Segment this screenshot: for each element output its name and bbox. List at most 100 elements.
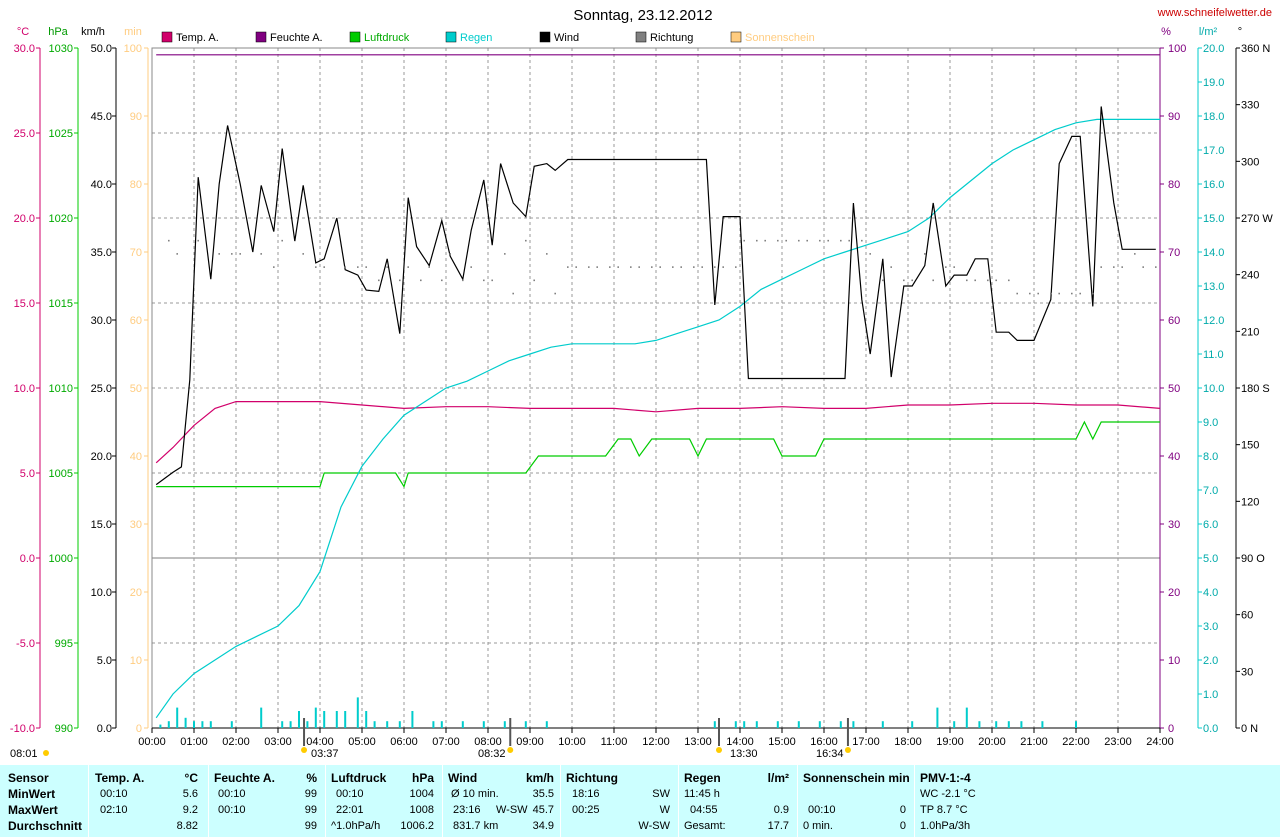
footer-rain-total: 17.7 [767, 820, 789, 832]
x-axis-tick-label: 16:00 [810, 736, 838, 748]
footer-sun-max-time: 00:10 [808, 804, 836, 816]
direction-point [1008, 279, 1010, 282]
direction-point [848, 239, 850, 242]
rain-bar [776, 721, 779, 728]
direction-point [953, 266, 955, 268]
legend-label: Regen [460, 32, 492, 44]
direction-axis-tick-label: 150 [1241, 440, 1259, 452]
direction-point [546, 253, 548, 255]
direction-point [903, 279, 905, 282]
direction-point [840, 239, 842, 242]
direction-point [176, 253, 178, 255]
rain-axis-tick-label: 2.0 [1203, 655, 1218, 667]
direction-point [827, 239, 829, 242]
footer-temp-unit: °C [184, 771, 198, 785]
rain-bar [314, 707, 317, 728]
direction-point [525, 239, 527, 242]
rain-bar [323, 711, 326, 728]
sun-icon [43, 750, 49, 756]
direction-point [407, 266, 409, 268]
rain-axis-tick-label: 18.0 [1203, 111, 1224, 123]
rain-axis-tick-label: 11.0 [1203, 349, 1224, 361]
direction-point [344, 266, 346, 268]
chart-axes: -10.0 -5.0 0.0 5.0 10.0 15.0 20.0 25.0 30.0 990 99… [10, 43, 1273, 748]
temp-line [155, 401, 1161, 464]
x-axis-tick-label: 24:00 [1146, 736, 1174, 748]
temp-axis-tick-label: -5.0 [16, 638, 35, 650]
direction-point [302, 253, 304, 255]
x-axis-tick-label: 01:00 [180, 736, 208, 748]
sun-axis-tick-label: 90 [130, 111, 142, 123]
humidity-axis-tick-label: 50 [1168, 383, 1180, 395]
footer-rain-header: Regen [684, 771, 721, 785]
x-axis-tick-label: 06:00 [390, 736, 418, 748]
direction-axis-tick-label: 210 [1241, 326, 1259, 338]
wind-axis-tick-label: 25.0 [91, 383, 112, 395]
footer-pmv-dewpoint: TP 8.7 °C [920, 804, 968, 816]
x-axis-tick-label: 20:00 [978, 736, 1006, 748]
direction-point [987, 279, 989, 282]
pressure-axis-tick-label: 1025 [49, 128, 73, 140]
direction-point [449, 253, 451, 255]
footer-humidity-header: Feuchte A. [214, 771, 275, 785]
direction-point [483, 279, 485, 282]
legend-label: Sonnenschein [745, 32, 815, 44]
direction-point [924, 253, 926, 255]
footer-wind-unit: km/h [525, 771, 554, 785]
direction-point [596, 266, 598, 268]
direction-point [588, 266, 590, 268]
humidity-axis-tick-label: 100 [1168, 43, 1186, 55]
direction-axis-tick-label: 120 [1241, 496, 1259, 508]
rain-bar [734, 721, 737, 728]
direction-point [764, 239, 766, 242]
rain-axis-tick-label: 12.0 [1203, 315, 1224, 327]
x-axis-tick-label: 15:00 [768, 736, 796, 748]
rain-bar [306, 721, 309, 728]
rain-bar [201, 721, 204, 728]
direction-point [806, 239, 808, 242]
website-link[interactable]: www.schneifelwetter.de [1157, 7, 1272, 19]
direction-point [428, 266, 430, 268]
direction-point [1071, 292, 1073, 295]
direction-axis-tick-label: 270 W [1241, 213, 1273, 225]
direction-point [680, 266, 682, 268]
temp-axis-tick-label: 20.0 [14, 213, 35, 225]
wind-axis-tick-label: 10.0 [91, 587, 112, 599]
rain-axis-tick-label: 15.0 [1203, 213, 1224, 225]
direction-point [882, 279, 884, 282]
x-axis-tick-label: 05:00 [348, 736, 376, 748]
footer-rain-unit: l/m² [767, 771, 789, 785]
rain-axis-tick-label: 16.0 [1203, 179, 1224, 191]
chart-legend: Temp. A. Feuchte A. Luftdruck Regen Wind Rich… [161, 31, 815, 44]
direction-point [462, 279, 464, 282]
footer-pressure-max: 1008 [409, 804, 434, 816]
direction-axis-tick-label: 360 N [1241, 43, 1270, 55]
direction-point [966, 279, 968, 282]
rain-bar [995, 721, 998, 728]
rain-bar [335, 711, 338, 728]
sun-unit-label: min [124, 26, 142, 38]
humidity-axis-tick-label: 80 [1168, 179, 1180, 191]
chart-series [155, 54, 1161, 728]
rain-bar [743, 721, 746, 728]
direction-point [491, 279, 493, 282]
humidity-axis-tick-label: 70 [1168, 247, 1180, 259]
wind-axis-tick-label: 50.0 [91, 43, 112, 55]
wind-unit-label: km/h [81, 26, 105, 38]
x-axis-tick-label: 00:00 [138, 736, 166, 748]
direction-point [743, 239, 745, 242]
rain-axis-tick-label: 5.0 [1203, 553, 1218, 565]
direction-point [1113, 266, 1115, 268]
temp-axis-tick-label: -10.0 [10, 723, 35, 735]
rain-bar [965, 707, 968, 728]
legend-swatch [161, 31, 173, 43]
temp-unit-label: °C [17, 26, 29, 38]
footer-temp-min: 5.6 [182, 788, 198, 800]
sun-icon [507, 747, 514, 753]
direction-point [861, 239, 863, 242]
footer-avg-label: Durchschnitt [8, 819, 83, 833]
direction-point [1100, 266, 1102, 268]
direction-point [1016, 292, 1018, 295]
direction-point [260, 253, 262, 255]
rain-bar [159, 724, 162, 728]
